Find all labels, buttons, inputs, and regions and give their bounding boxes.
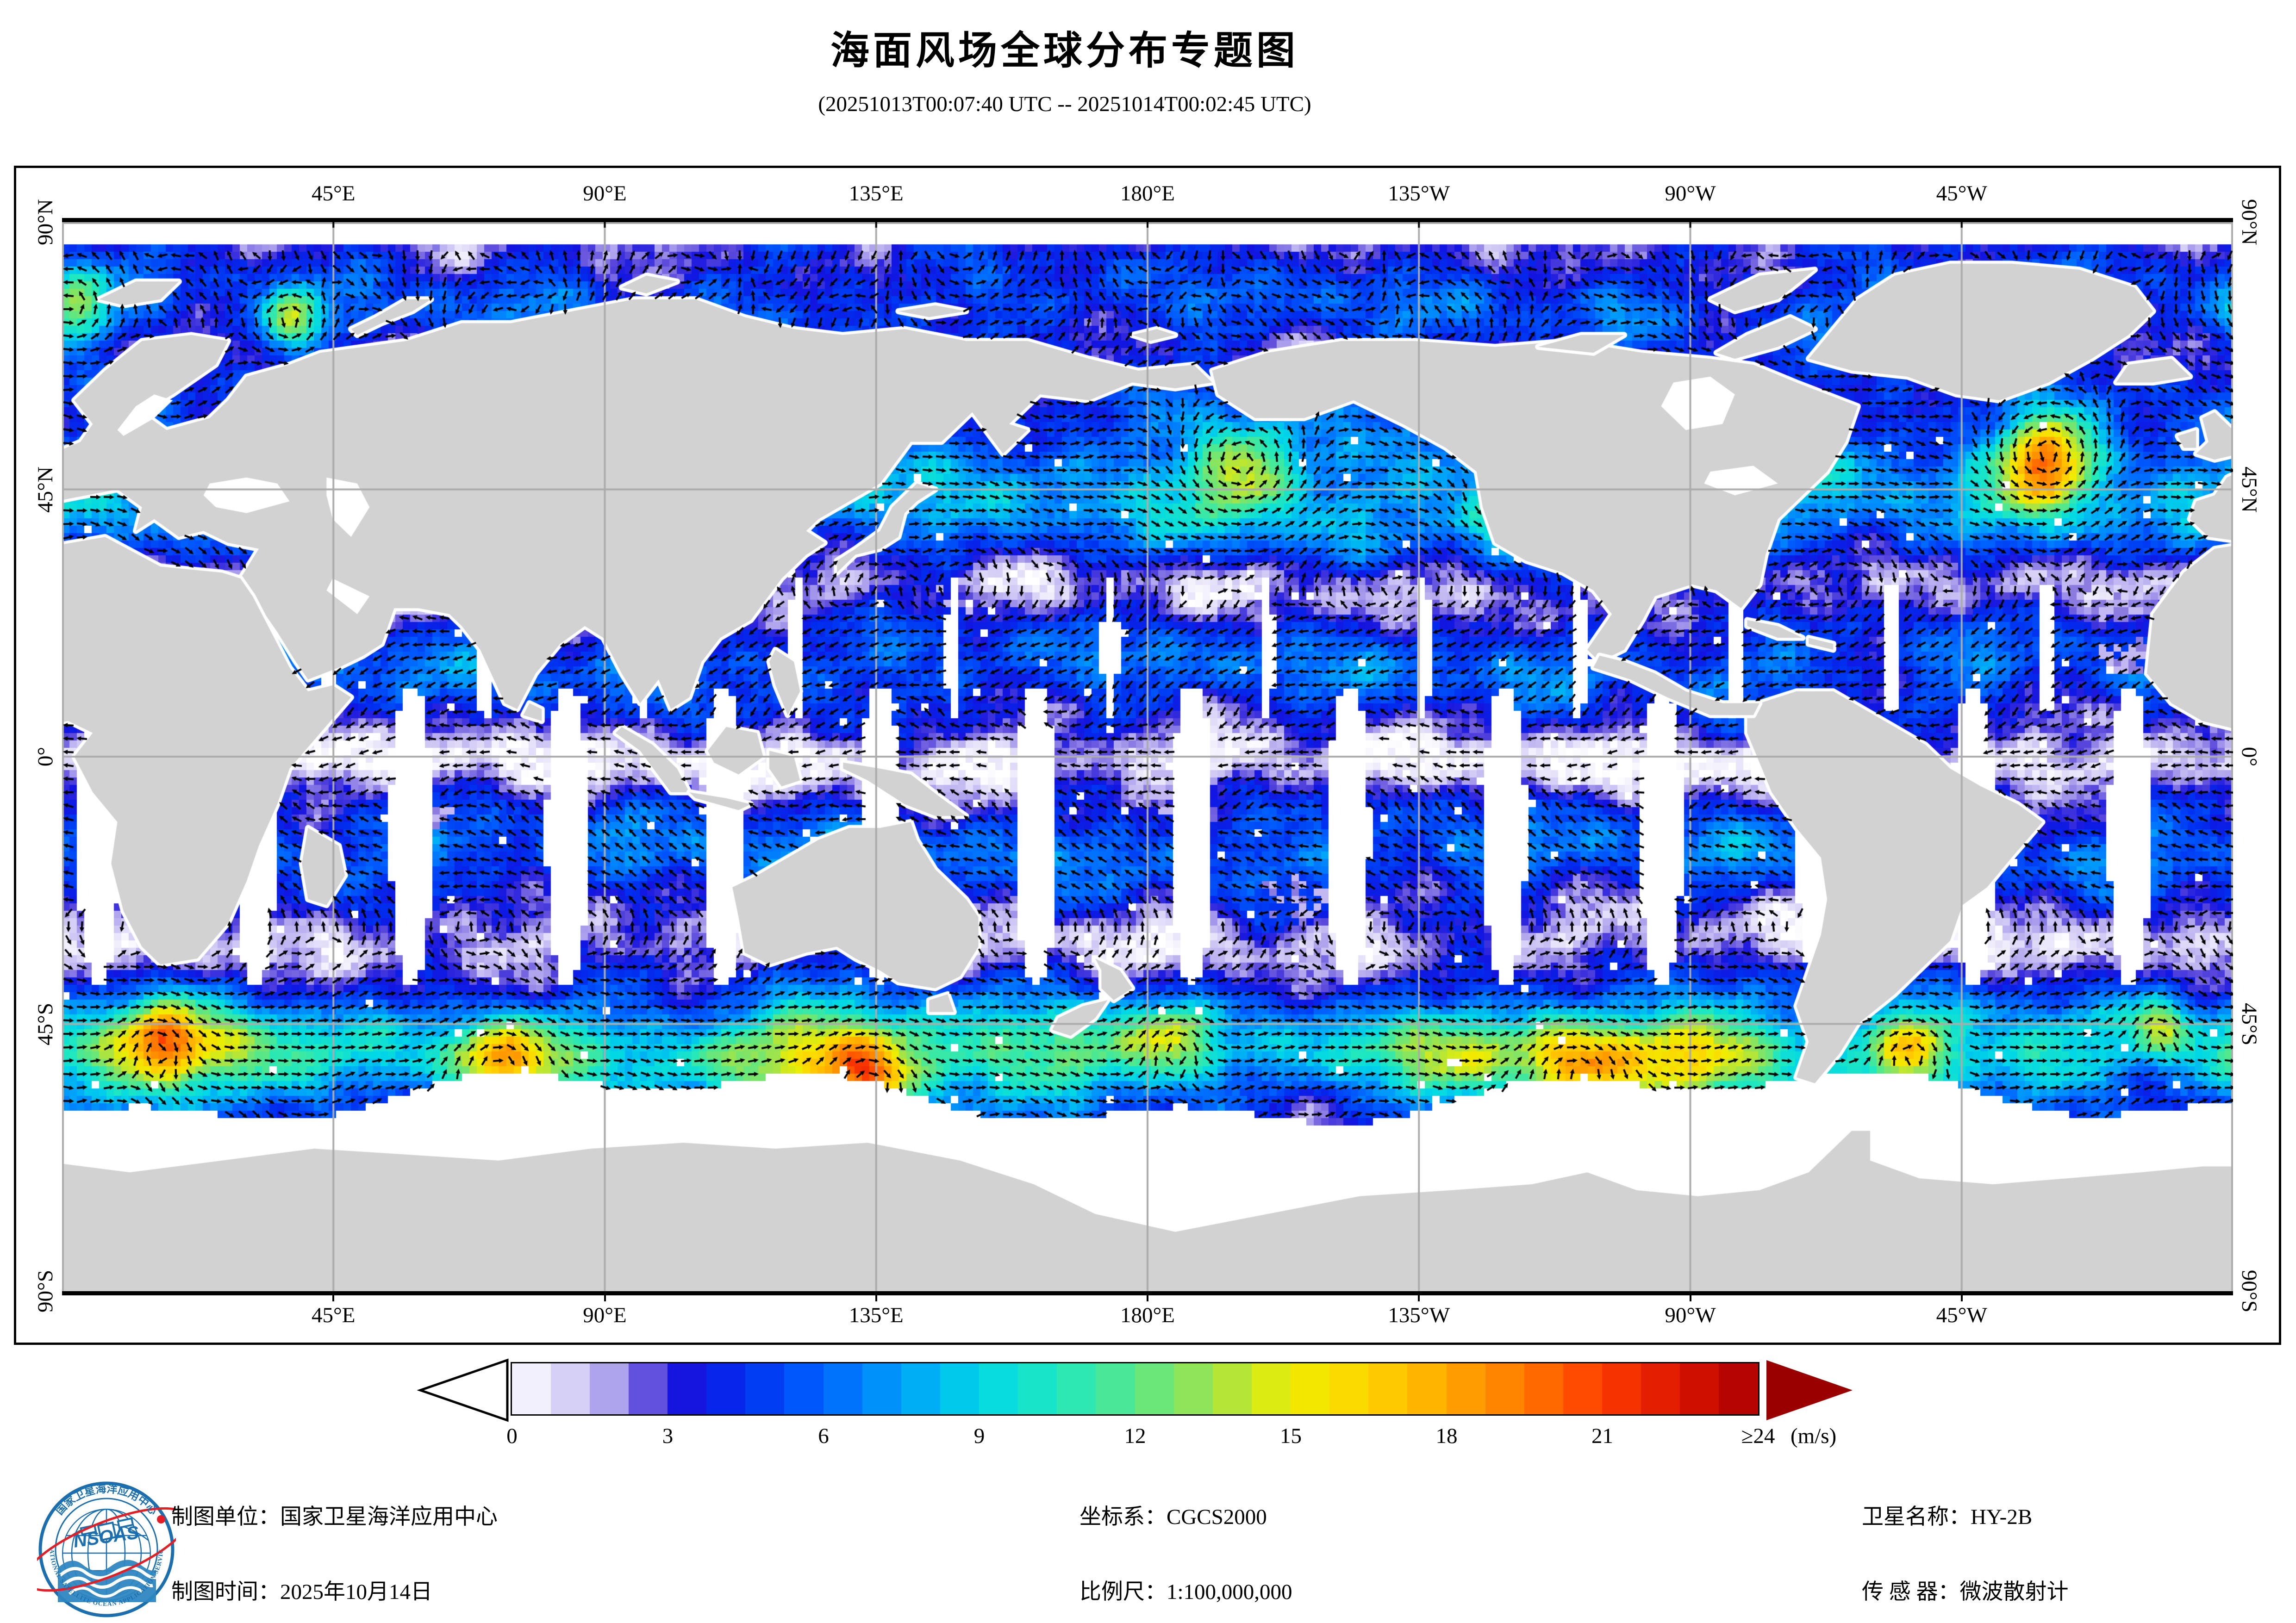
axis-label-top-90°W: 90°W bbox=[1665, 181, 1716, 205]
logo-waves bbox=[58, 1560, 157, 1602]
map-outer-frame: 45°E 90°E 135°E 180°E 135°W 90°W 45°W 45°E 90°E 1… bbox=[14, 166, 2281, 1345]
axis-label-top-45°W: 45°W bbox=[1936, 181, 1987, 205]
page-title: 海面风场全球分布专题图 bbox=[830, 30, 1299, 73]
footer-satellite-name: 卫星名称：HY-2B bbox=[1862, 1505, 2033, 1529]
time-range-subtitle: (20251013T00:07:40 UTC -- 20251014T00:02… bbox=[818, 92, 1311, 116]
axis-label-bottom-135°E: 135°E bbox=[849, 1303, 904, 1327]
colorbar-tick-label-9: 9 bbox=[973, 1424, 985, 1448]
logo-orbit-satellite-dot bbox=[157, 1515, 165, 1524]
axis-label-left-0°: 0° bbox=[33, 746, 57, 767]
axis-label-right-45°N: 45°N bbox=[2237, 466, 2261, 513]
axis-label-bottom-180°E: 180°E bbox=[1120, 1303, 1175, 1327]
logo-satellite-icon bbox=[80, 1517, 134, 1542]
colorbar-left-arrow-icon bbox=[417, 1358, 509, 1422]
footer-scale: 比例尺：1:100,000,000 bbox=[1079, 1580, 1292, 1604]
colorbar-gradient-canvas bbox=[512, 1363, 1758, 1414]
bottom-axis-tick bbox=[1960, 1295, 1963, 1301]
colorbar-tick-label-3: 3 bbox=[662, 1424, 674, 1448]
colorbar-tick-label-12: 12 bbox=[1124, 1424, 1146, 1448]
axis-label-bottom-90°E: 90°E bbox=[583, 1303, 627, 1327]
colorbar-tick-label-15: 15 bbox=[1280, 1424, 1302, 1448]
axis-label-top-135°W: 135°W bbox=[1388, 181, 1450, 205]
footer-mapping-unit: 制图单位：国家卫星海洋应用中心 bbox=[171, 1505, 498, 1529]
logo-orbit bbox=[37, 1507, 176, 1592]
axis-label-bottom-45°E: 45°E bbox=[311, 1303, 356, 1327]
axis-label-left-90°S: 90°S bbox=[33, 1270, 57, 1312]
colorbar-bar bbox=[511, 1362, 1759, 1416]
colorbar-unit-label: (m/s) bbox=[1791, 1424, 1837, 1448]
bottom-axis-tick bbox=[875, 1295, 877, 1301]
axis-label-bottom-135°W: 135°W bbox=[1388, 1303, 1450, 1327]
bottom-axis-tick bbox=[1689, 1295, 1691, 1301]
colorbar-tick-label-21: 21 bbox=[1591, 1424, 1613, 1448]
footer-coordinate-system: 坐标系：CGCS2000 bbox=[1079, 1505, 1267, 1529]
axis-label-top-90°E: 90°E bbox=[583, 181, 627, 205]
axis-label-bottom-90°W: 90°W bbox=[1665, 1303, 1716, 1327]
axis-label-right-90°S: 90°S bbox=[2237, 1270, 2261, 1312]
axis-label-right-45°S: 45°S bbox=[2237, 1002, 2261, 1045]
footer-sensor: 传 感 器：微波散射计 bbox=[1862, 1580, 2069, 1604]
colorbar-tick-label-6: 6 bbox=[818, 1424, 829, 1448]
bottom-axis-tick bbox=[332, 1295, 335, 1301]
bottom-axis-tick bbox=[604, 1295, 606, 1301]
colorbar-tick-label-0: 0 bbox=[506, 1424, 518, 1448]
axis-label-top-135°E: 135°E bbox=[849, 181, 904, 205]
colorbar-right-arrow-icon bbox=[1766, 1360, 1853, 1420]
axis-label-left-45°N: 45°N bbox=[33, 466, 57, 513]
map-plot-area bbox=[62, 218, 2233, 1295]
axis-label-top-180°E: 180°E bbox=[1120, 181, 1175, 205]
axis-label-top-45°E: 45°E bbox=[311, 181, 356, 205]
bottom-axis-tick bbox=[1418, 1295, 1420, 1301]
colorbar: 0 3 6 9 12 15 18 21 ≥24 (m/s) bbox=[0, 1356, 2296, 1462]
axis-label-left-45°S: 45°S bbox=[33, 1002, 57, 1045]
axis-label-bottom-45°W: 45°W bbox=[1936, 1303, 1987, 1327]
wind-field-map-canvas bbox=[62, 222, 2233, 1291]
bottom-axis-tick bbox=[1147, 1295, 1148, 1301]
axis-label-right-0°: 0° bbox=[2237, 746, 2261, 767]
colorbar-tick-label-18: 18 bbox=[1435, 1424, 1458, 1448]
colorbar-tick-label-≥24: ≥24 bbox=[1741, 1424, 1775, 1448]
footer-mapping-time: 制图时间：2025年10月14日 bbox=[171, 1580, 432, 1604]
axis-label-right-90°N: 90°N bbox=[2237, 199, 2261, 245]
axis-label-left-90°N: 90°N bbox=[33, 199, 57, 245]
nsoas-logo: NSOAS 国家卫星海洋应用中心 NATIONAL SATELLITE OCEA… bbox=[37, 1480, 176, 1617]
